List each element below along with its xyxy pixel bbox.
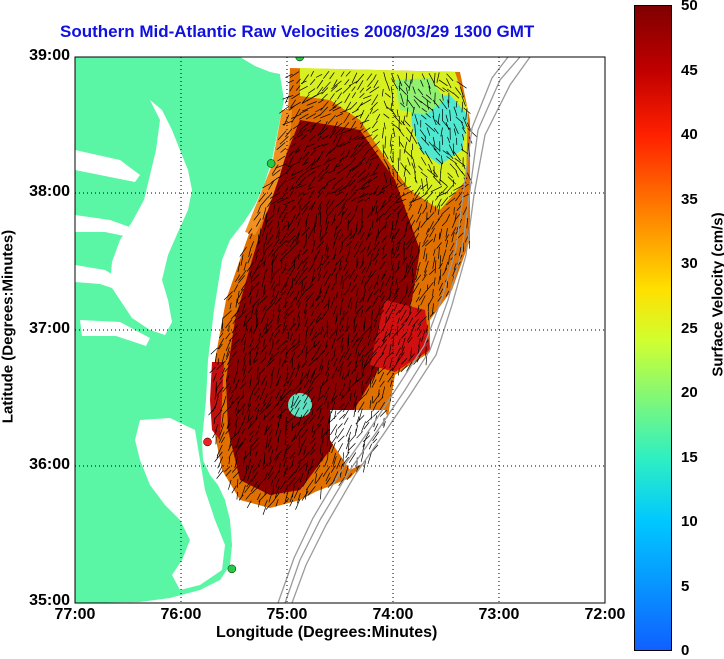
ytick-label: 36:00 <box>29 456 70 473</box>
xtick-label: 77:00 <box>54 606 96 623</box>
colorbar-tick: 25 <box>681 320 698 337</box>
colorbar-tick: 45 <box>681 62 698 79</box>
velocity-cyan-eddy <box>288 393 312 417</box>
colorbar-tick: 20 <box>681 384 698 401</box>
radar-station-marker <box>295 57 304 62</box>
bay-river-1 <box>75 150 140 182</box>
x-axis-label: Longitude (Degrees:Minutes) <box>216 624 438 641</box>
velocity-field <box>208 68 477 516</box>
bathymetry-line <box>277 57 509 603</box>
figure-title: Southern Mid-Atlantic Raw Velocities 200… <box>60 22 535 41</box>
radar-station-marker <box>227 564 237 574</box>
colorbar-tick: 5 <box>681 578 690 595</box>
colorbar-label: Surface Velocity (cm/s) <box>709 212 724 377</box>
colorbar-tick: 40 <box>681 126 698 143</box>
ytick-label: 35:00 <box>29 592 70 609</box>
bay-river-3 <box>75 265 125 290</box>
colorbar-tick: 30 <box>681 255 698 272</box>
velocity-green-patch <box>395 78 445 115</box>
colorbar <box>634 5 672 651</box>
colorbar-tick: 0 <box>681 642 690 659</box>
ytick-label: 39:00 <box>29 47 70 64</box>
plot-frame <box>74 56 606 604</box>
bathymetry-line <box>291 57 531 603</box>
colorbar-tick: 10 <box>681 513 698 530</box>
chesapeake-bay <box>110 100 192 335</box>
y-axis-label: Latitude (Degrees:Minutes) <box>0 229 17 424</box>
ytick-label: 38:00 <box>29 183 70 200</box>
xtick-label: 73:00 <box>478 606 520 623</box>
xtick-label: 74:00 <box>372 606 414 623</box>
bay-river-2 <box>75 215 138 238</box>
velocity-vector-lines <box>208 70 477 516</box>
bathymetry-line <box>284 57 521 603</box>
velocity-red-band <box>370 300 430 372</box>
colorbar-tick: 35 <box>681 191 698 208</box>
ytick-label: 37:00 <box>29 320 70 337</box>
xtick-label: 76:00 <box>160 606 202 623</box>
xtick-label: 72:00 <box>584 606 626 623</box>
pamlico-sound <box>135 418 225 590</box>
colorbar-tick: 15 <box>681 449 698 466</box>
velocity-inner-notch <box>330 410 392 470</box>
bathymetry-contours <box>277 57 531 603</box>
velocity-arrows <box>208 70 477 516</box>
velocity-dark-core <box>226 120 420 495</box>
map-grid <box>75 57 605 603</box>
radar-station-marker <box>203 437 212 447</box>
radar-stations <box>203 57 304 574</box>
delaware-bay <box>240 57 285 75</box>
velocity-orange-coast <box>245 110 292 235</box>
xtick-label: 75:00 <box>266 606 308 623</box>
radar-station-marker <box>266 159 276 168</box>
bay-river-4 <box>80 320 150 346</box>
colorbar-tick: 50 <box>681 0 698 14</box>
